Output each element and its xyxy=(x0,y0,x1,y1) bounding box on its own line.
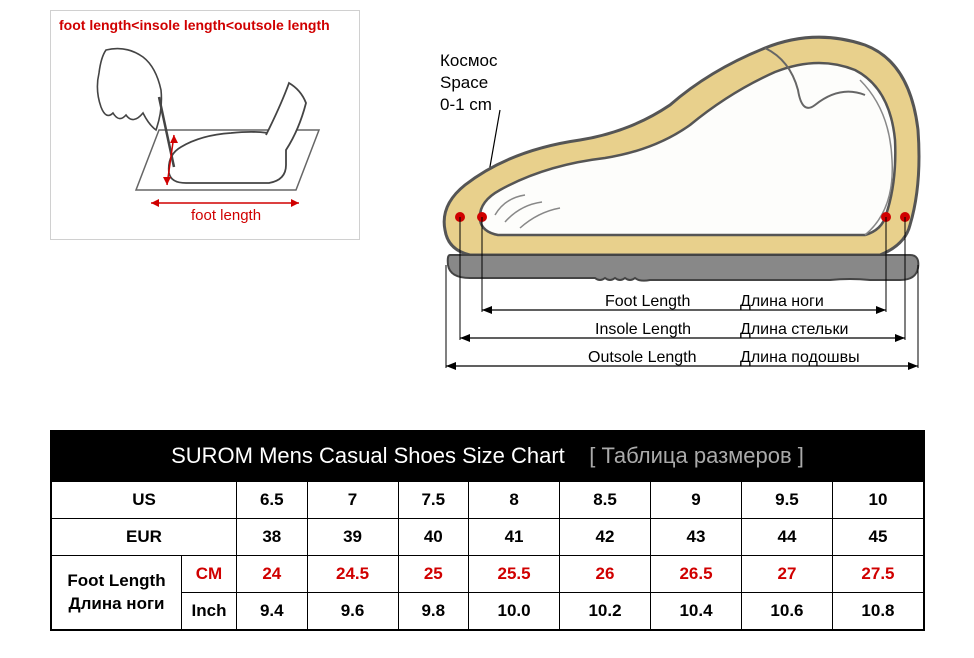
size-chart-title: SUROM Mens Casual Shoes Size Chart [ Таб… xyxy=(51,431,924,481)
dim-outsole-en: Outsole Length xyxy=(588,349,697,366)
title-ru: [ Таблица размеров ] xyxy=(589,443,804,468)
label-us: US xyxy=(52,482,237,519)
cm-1: 24.5 xyxy=(307,556,398,593)
in-6: 10.6 xyxy=(741,593,832,630)
eur-6: 44 xyxy=(741,519,832,556)
row-eur: EUR 38 39 40 41 42 43 44 45 xyxy=(52,519,924,556)
dim-insole-en: Insole Length xyxy=(595,321,691,338)
in-3: 10.0 xyxy=(469,593,560,630)
eur-1: 39 xyxy=(307,519,398,556)
size-chart: SUROM Mens Casual Shoes Size Chart [ Таб… xyxy=(50,430,925,631)
in-5: 10.4 xyxy=(651,593,742,630)
us-0: 6.5 xyxy=(237,482,308,519)
in-1: 9.6 xyxy=(307,593,398,630)
label-inch: Inch xyxy=(182,593,237,630)
size-chart-table: US 6.5 7 7.5 8 8.5 9 9.5 10 EUR 38 39 40… xyxy=(51,481,924,630)
eur-2: 40 xyxy=(398,519,469,556)
label-foot-length: Foot Length Длина ноги xyxy=(52,556,182,630)
cm-2: 25 xyxy=(398,556,469,593)
us-2: 7.5 xyxy=(398,482,469,519)
shoe-diagram: Космос Space 0-1 cm xyxy=(370,10,940,390)
eur-0: 38 xyxy=(237,519,308,556)
in-7: 10.8 xyxy=(832,593,923,630)
cm-3: 25.5 xyxy=(469,556,560,593)
top-section: foot length<insole length<outsole length xyxy=(0,0,974,400)
us-1: 7 xyxy=(307,482,398,519)
eur-7: 45 xyxy=(832,519,923,556)
us-7: 10 xyxy=(832,482,923,519)
row-inch: Inch 9.4 9.6 9.8 10.0 10.2 10.4 10.6 10.… xyxy=(52,593,924,630)
cm-0: 24 xyxy=(237,556,308,593)
cm-5: 26.5 xyxy=(651,556,742,593)
dim-foot-ru: Длина ноги xyxy=(740,293,824,310)
foot-length-axis-label: foot length xyxy=(191,207,261,224)
cm-4: 26 xyxy=(560,556,651,593)
dim-outsole-ru: Длина подошвы xyxy=(740,349,860,366)
row-us: US 6.5 7 7.5 8 8.5 9 9.5 10 xyxy=(52,482,924,519)
eur-5: 43 xyxy=(651,519,742,556)
in-0: 9.4 xyxy=(237,593,308,630)
measure-drawing: foot length xyxy=(51,35,359,225)
foot-en: Foot Length xyxy=(67,571,165,590)
in-4: 10.2 xyxy=(560,593,651,630)
cm-7: 27.5 xyxy=(832,556,923,593)
in-2: 9.8 xyxy=(398,593,469,630)
eur-4: 42 xyxy=(560,519,651,556)
row-cm: Foot Length Длина ноги CM 24 24.5 25 25.… xyxy=(52,556,924,593)
shoe-svg: Foot Length Длина ноги Insole Length Дли… xyxy=(370,10,940,390)
foot-ru: Длина ноги xyxy=(69,594,165,613)
us-4: 8.5 xyxy=(560,482,651,519)
cm-6: 27 xyxy=(741,556,832,593)
us-3: 8 xyxy=(469,482,560,519)
dim-insole-ru: Длина стельки xyxy=(740,321,848,338)
dim-foot-en: Foot Length xyxy=(605,293,690,310)
us-5: 9 xyxy=(651,482,742,519)
us-6: 9.5 xyxy=(741,482,832,519)
title-text: SUROM Mens Casual Shoes Size Chart xyxy=(171,443,565,468)
label-eur: EUR xyxy=(52,519,237,556)
eur-3: 41 xyxy=(469,519,560,556)
measure-formula: foot length<insole length<outsole length xyxy=(51,11,359,35)
measure-box: foot length<insole length<outsole length xyxy=(50,10,360,240)
label-cm: CM xyxy=(182,556,237,593)
